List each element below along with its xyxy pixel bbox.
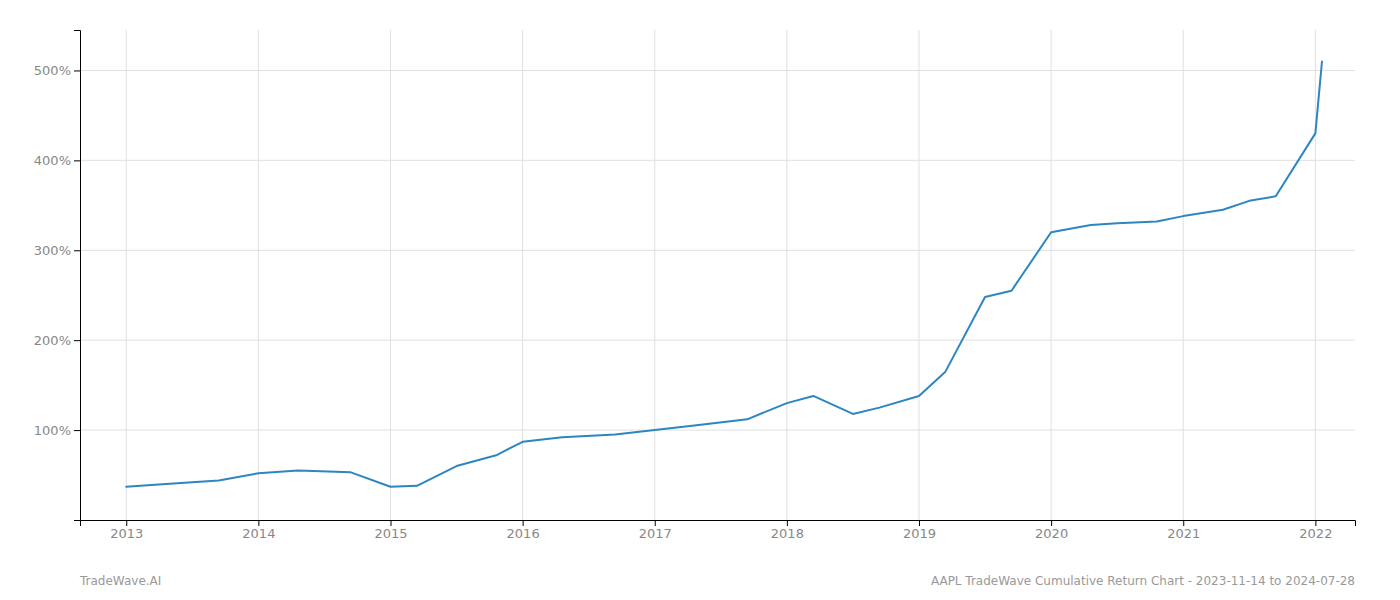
tick: 2016: [507, 520, 540, 541]
marks: [126, 61, 1322, 486]
tick: 2022: [1299, 520, 1332, 541]
x-axis: 2013 2014 2015 2016 2017 2018 2019 2020 2021 2022: [81, 520, 1356, 541]
tick: 300%: [34, 243, 80, 258]
tick-label: 400%: [34, 153, 71, 168]
tick-label: 2018: [771, 526, 804, 541]
grid-line: [258, 30, 259, 520]
tick: 2014: [242, 520, 275, 541]
tick-mark: [787, 520, 788, 526]
tick-mark: [258, 520, 259, 526]
tick-label: 2017: [639, 526, 672, 541]
grid-line: [918, 30, 919, 520]
tick-mark: [1051, 520, 1052, 526]
footer-text: TradeWave.AI: [79, 574, 161, 588]
axis-line: [74, 31, 81, 521]
tick: 2015: [374, 520, 407, 541]
axis-line: [81, 521, 1356, 527]
tick: 2013: [110, 520, 143, 541]
tick-label: 200%: [34, 333, 71, 348]
tick: 100%: [34, 423, 80, 438]
grid-line: [80, 160, 1355, 161]
y-axis: 100% 200% 300% 400% 500%: [34, 31, 81, 521]
grid-line: [1051, 30, 1052, 520]
chart: 2013 2014 2015 2016 2017 2018 2019 2020 2021 2022…: [0, 0, 1400, 600]
grid-line: [654, 30, 655, 520]
tick: 400%: [34, 153, 80, 168]
grid-line: [126, 30, 127, 520]
grid-line: [80, 70, 1355, 71]
grid-line: [80, 340, 1355, 341]
tick-mark: [919, 520, 920, 526]
grid-line: [390, 30, 391, 520]
tick-label: 2020: [1035, 526, 1068, 541]
tick: 2017: [639, 520, 672, 541]
grid-line: [786, 30, 787, 520]
grid-line: [1183, 30, 1184, 520]
tick-label: 500%: [34, 63, 71, 78]
grid-line: [522, 30, 523, 520]
tick-mark: [1315, 520, 1316, 526]
tick-label: 2014: [242, 526, 275, 541]
tick-mark: [390, 520, 391, 526]
tick-label: 100%: [34, 423, 71, 438]
tick-mark: [1183, 520, 1184, 526]
tick-label: 2021: [1167, 526, 1200, 541]
tick-label: 2016: [507, 526, 540, 541]
tick: 2018: [771, 520, 804, 541]
footer-text: AAPL TradeWave Cumulative Return Chart -…: [931, 574, 1355, 588]
tick-label: 300%: [34, 243, 71, 258]
tick-mark: [74, 70, 80, 71]
tick-label: 2013: [110, 526, 143, 541]
tick: 200%: [34, 333, 80, 348]
grid: [80, 30, 1355, 520]
tick-mark: [74, 340, 80, 341]
tick-mark: [126, 520, 127, 526]
tick: 500%: [34, 63, 80, 78]
grid-line: [80, 250, 1355, 251]
plot: 2013 2014 2015 2016 2017 2018 2019 2020 2021 2022…: [34, 30, 1356, 541]
line: [126, 61, 1322, 486]
tick-mark: [74, 160, 80, 161]
tick: 2020: [1035, 520, 1068, 541]
tick-mark: [74, 430, 80, 431]
page: {"chart_data": {"type": "line", "x": [20…: [0, 0, 1400, 600]
tick-mark: [655, 520, 656, 526]
grid-line: [80, 430, 1355, 431]
tick-label: 2022: [1299, 526, 1332, 541]
tick: 2019: [903, 520, 936, 541]
tick-mark: [74, 250, 80, 251]
grid-line: [1315, 30, 1316, 520]
tick: 2021: [1167, 520, 1200, 541]
tick-label: 2019: [903, 526, 936, 541]
tick-mark: [523, 520, 524, 526]
tick-label: 2015: [374, 526, 407, 541]
